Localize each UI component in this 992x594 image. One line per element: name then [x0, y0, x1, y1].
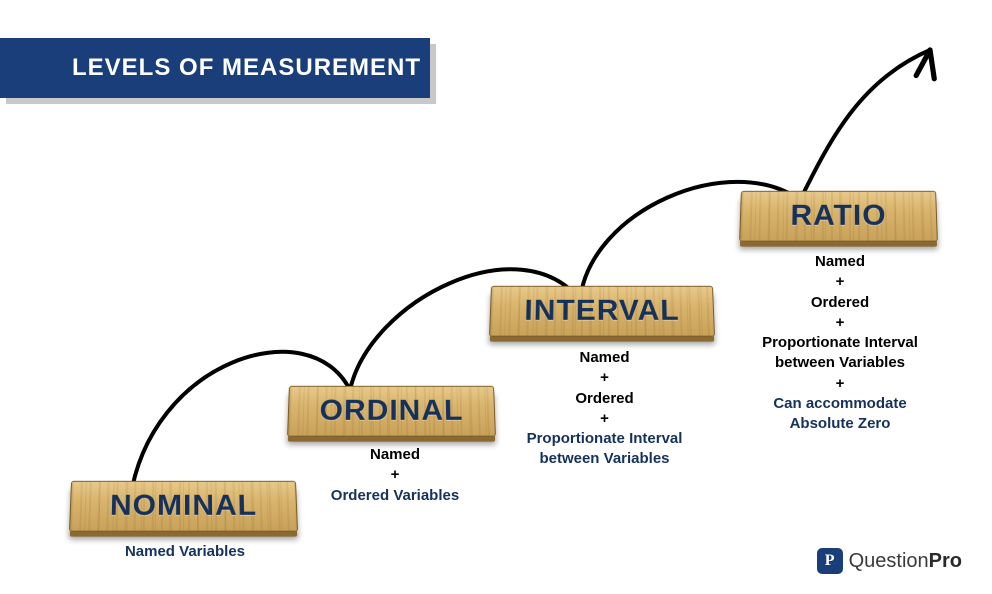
block-ratio-label: RATIO	[790, 199, 887, 232]
plus-separator: +	[740, 272, 940, 292]
desc-line: Ordered	[502, 389, 707, 409]
block-ordinal: ORDINAL	[287, 386, 496, 437]
desc-line: Named	[740, 252, 940, 272]
block-interval: INTERVAL	[489, 286, 715, 337]
logo-text-prefix: Question	[849, 550, 929, 572]
arrow-head	[909, 50, 945, 86]
block-interval-label: INTERVAL	[524, 294, 680, 327]
desc-line: Named	[502, 348, 707, 368]
logo-text-bold: Pro	[929, 550, 962, 572]
block-nominal: NOMINAL	[69, 481, 298, 532]
logo-badge: P	[817, 548, 843, 574]
desc-nominal: Named Variables	[100, 542, 270, 562]
desc-interval: Named+Ordered+Proportionate Interval bet…	[502, 348, 707, 470]
desc-line: Ordered Variables	[330, 486, 460, 506]
block-ordinal-label: ORDINAL	[319, 394, 464, 427]
plus-separator: +	[740, 374, 940, 394]
plus-separator: +	[330, 465, 460, 485]
block-nominal-label: NOMINAL	[110, 489, 258, 522]
desc-ratio: Named+Ordered+Proportionate Interval bet…	[740, 252, 940, 434]
logo-text: QuestionPro	[849, 550, 962, 573]
plus-separator: +	[502, 409, 707, 429]
desc-line: Named	[330, 445, 460, 465]
block-ratio: RATIO	[739, 191, 938, 242]
desc-line: Can accommodate Absolute Zero	[740, 394, 940, 435]
plus-separator: +	[740, 313, 940, 333]
desc-line: Proportionate Interval between Variables	[740, 333, 940, 374]
brand-logo: P QuestionPro	[817, 548, 962, 574]
desc-ordinal: Named+Ordered Variables	[330, 445, 460, 506]
desc-line: Ordered	[740, 293, 940, 313]
title-text: LEVELS OF MEASUREMENT	[72, 54, 421, 82]
desc-line: Proportionate Interval between Variables	[502, 429, 707, 470]
title-banner: LEVELS OF MEASUREMENT	[0, 38, 430, 98]
plus-separator: +	[502, 368, 707, 388]
desc-line: Named Variables	[100, 542, 270, 562]
